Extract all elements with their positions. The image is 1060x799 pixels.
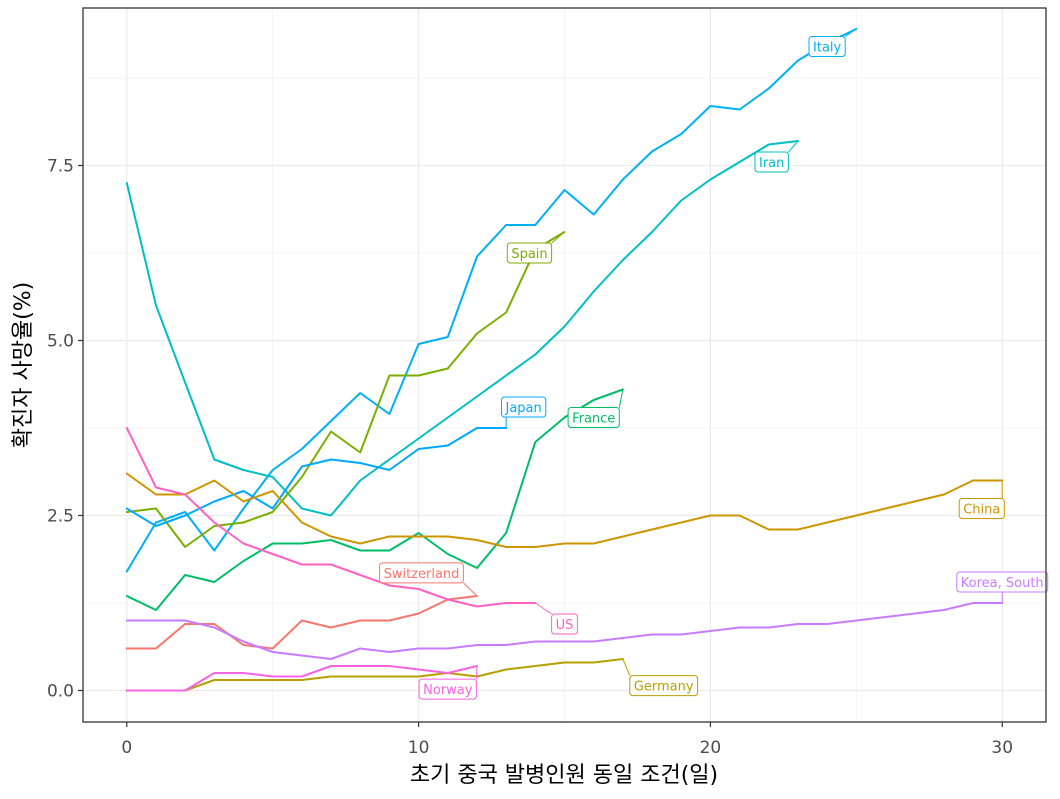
x-axis-title: 초기 중국 발병인원 동일 조건(일): [410, 763, 718, 788]
series-label-text: France: [572, 412, 615, 427]
series-label-text: Iran: [759, 156, 784, 171]
series-label-text: Italy: [813, 41, 842, 56]
series-label-text: Japan: [505, 401, 542, 416]
y-tick-label: 2.5: [47, 507, 74, 527]
series-label-text: China: [963, 503, 1000, 518]
label-leader-line: [476, 666, 477, 679]
series-label-text: Germany: [634, 680, 694, 695]
x-tick-label: 0: [121, 738, 132, 758]
y-axis-title: 확진자 사망율(%): [11, 282, 36, 449]
y-tick-label: 7.5: [47, 157, 74, 177]
series-label-text: Norway: [423, 683, 473, 698]
x-tick-label: 20: [700, 738, 722, 758]
series-label-text: Korea, South: [961, 576, 1044, 591]
series-label-text: US: [556, 618, 574, 633]
x-tick-label: 10: [408, 738, 430, 758]
series-label-text: Spain: [511, 247, 547, 262]
y-tick-label: 0.0: [47, 682, 74, 702]
y-tick-label: 5.0: [47, 332, 74, 352]
x-tick-label: 30: [991, 738, 1013, 758]
series-label-text: Switzerland: [384, 567, 460, 582]
